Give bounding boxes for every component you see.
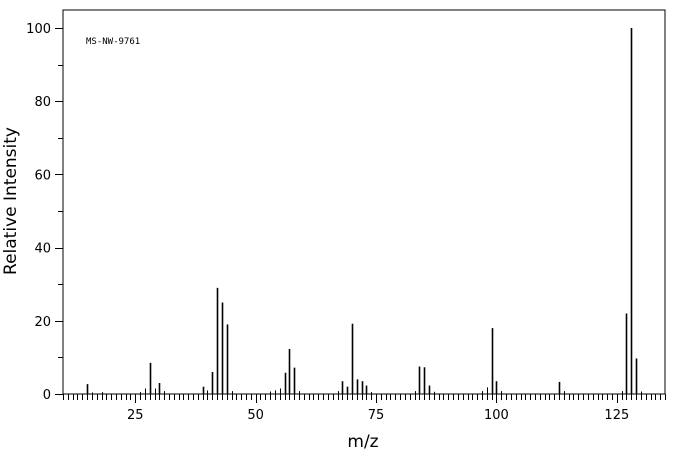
x-tick-label: 125 (604, 408, 629, 423)
plot-frame (62, 9, 666, 395)
y-tick-label: 0 (43, 388, 51, 403)
axis-ticks: 25 50 75 100 125 0 20 40 60 80 100 (26, 22, 666, 423)
x-tick-label: 100 (484, 408, 509, 423)
x-tick-label: 75 (368, 408, 385, 423)
y-axis-title: Relative Intensity (1, 127, 21, 275)
y-tick-label: 20 (34, 315, 51, 330)
x-tick-label: 25 (127, 408, 144, 423)
x-tick-label: 50 (247, 408, 264, 423)
x-axis-title: m/z (347, 432, 378, 452)
axes (62, 9, 666, 395)
y-tick-label: 60 (34, 168, 51, 183)
y-tick-label: 80 (34, 95, 51, 110)
y-tick-label: 100 (26, 22, 51, 37)
spectrum-peaks (86, 28, 642, 394)
y-tick-label: 40 (34, 242, 51, 257)
annotation-label: MS-NW-9761 (86, 37, 140, 47)
